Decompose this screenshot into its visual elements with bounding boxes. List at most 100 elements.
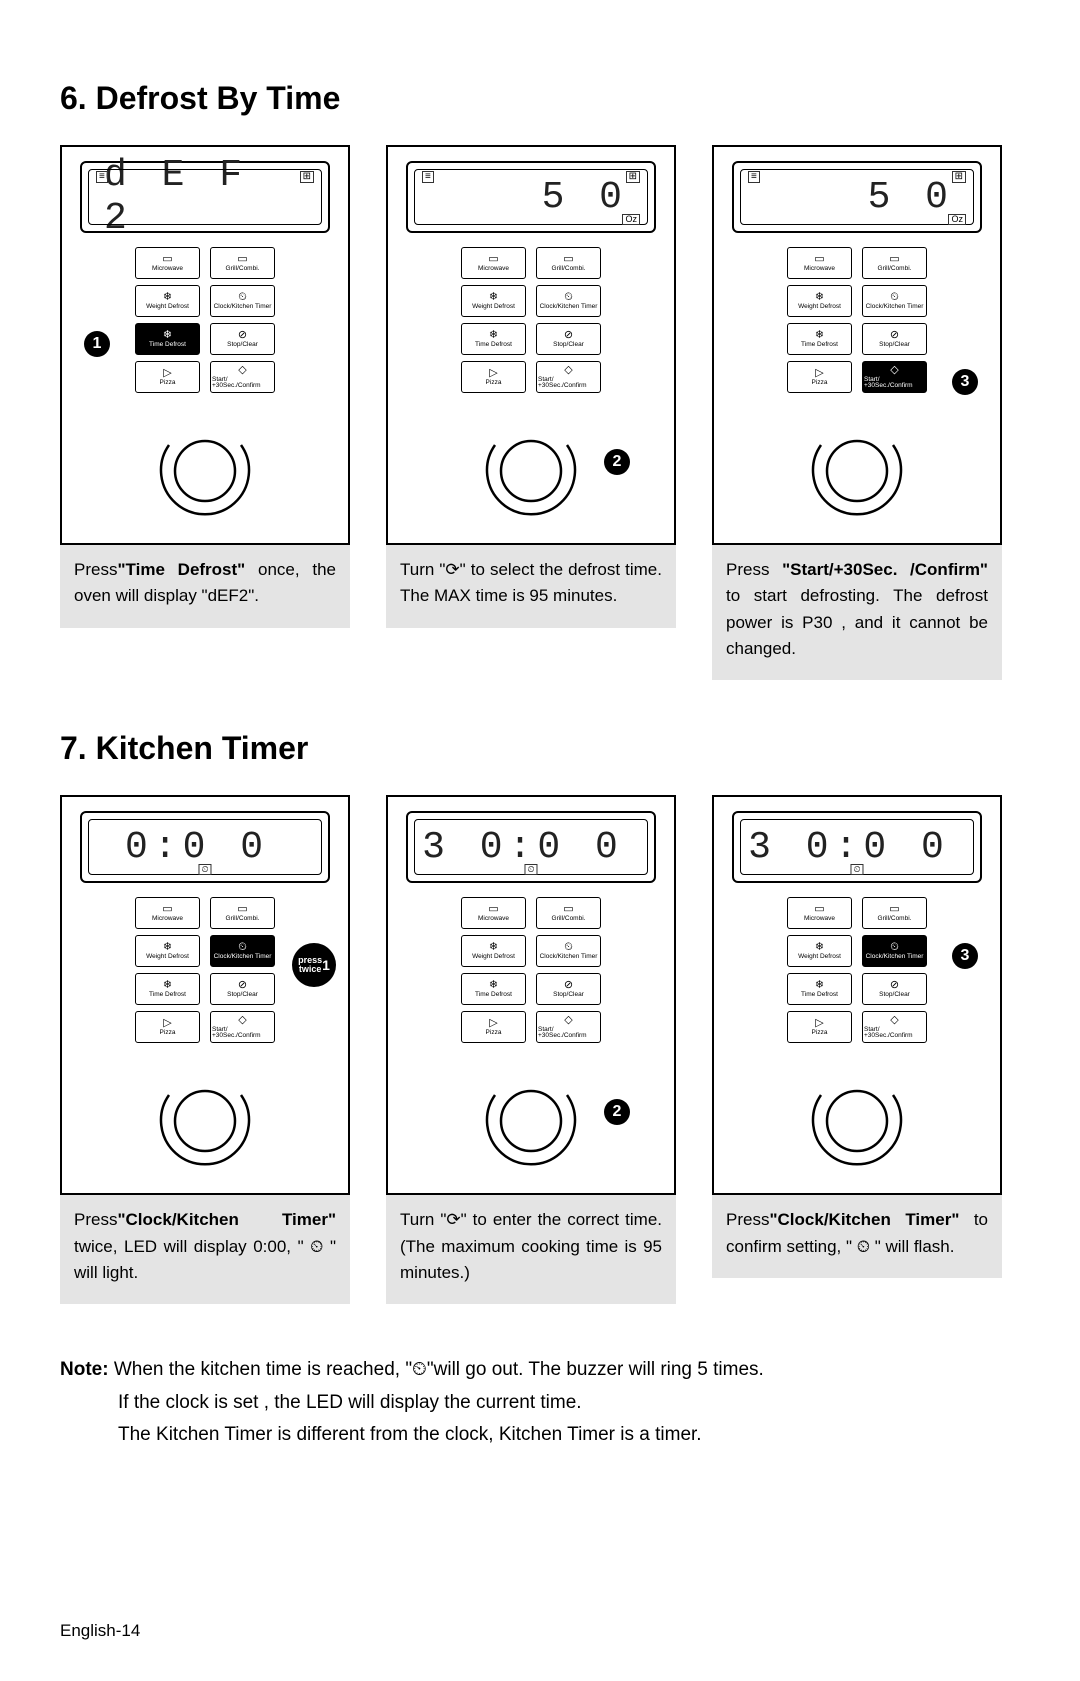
panel-button-pizza[interactable]: ▷Pizza	[461, 361, 526, 393]
panel-button-clock-kitchen-timer[interactable]: ⏲Clock/Kitchen Timer	[862, 285, 927, 317]
panel-button-time-defrost[interactable]: ❄Time Defrost	[461, 973, 526, 1005]
button-label: Start/ +30Sec./Confirm	[212, 377, 273, 390]
button-label: Pizza	[812, 380, 828, 387]
panel-button-weight-defrost[interactable]: ❄Weight Defrost	[135, 285, 200, 317]
panel-button-pizza[interactable]: ▷Pizza	[135, 1011, 200, 1043]
panel-button-start-sec-confirm[interactable]: ◇Start/ +30Sec./Confirm	[862, 1011, 927, 1043]
panel-button-grill-combi-[interactable]: ▭Grill/Combi.	[536, 247, 601, 279]
panel-button-microwave[interactable]: ▭Microwave	[787, 247, 852, 279]
panel-button-pizza[interactable]: ▷Pizza	[787, 1011, 852, 1043]
rotary-dial[interactable]	[153, 1065, 257, 1169]
button-icon: ▭	[488, 904, 498, 915]
lcd-icon-right: ⊞	[952, 171, 966, 183]
panel-button-stop-clear[interactable]: ⊘Stop/Clear	[210, 323, 275, 355]
panel-button-grill-combi-[interactable]: ▭Grill/Combi.	[862, 247, 927, 279]
button-icon: ⏲	[238, 292, 247, 303]
panel-button-stop-clear[interactable]: ⊘Stop/Clear	[862, 973, 927, 1005]
rotary-dial[interactable]	[479, 1065, 583, 1169]
panel-button-weight-defrost[interactable]: ❄Weight Defrost	[461, 285, 526, 317]
panel-button-clock-kitchen-timer[interactable]: ⏲Clock/Kitchen Timer	[536, 935, 601, 967]
lcd-display: ≡⊞5 0Oz	[406, 161, 656, 233]
button-label: Clock/Kitchen Timer	[540, 304, 598, 311]
section6-title: 6. Defrost By Time	[60, 80, 1020, 117]
button-label: Clock/Kitchen Timer	[866, 304, 924, 311]
panel-button-start-sec-confirm[interactable]: ◇Start/ +30Sec./Confirm	[862, 361, 927, 393]
panel-button-stop-clear[interactable]: ⊘Stop/Clear	[536, 973, 601, 1005]
button-icon: ◇	[890, 1015, 898, 1026]
button-icon: ⊘	[890, 330, 899, 341]
button-icon: ❄	[163, 292, 172, 303]
button-label: Microwave	[804, 266, 835, 273]
button-label: Weight Defrost	[798, 304, 841, 311]
rotary-dial[interactable]	[805, 415, 909, 519]
step-caption: Press"Clock/Kitchen Timer" twice, LED wi…	[60, 1195, 350, 1304]
panel-button-start-sec-confirm[interactable]: ◇Start/ +30Sec./Confirm	[536, 361, 601, 393]
button-label: Weight Defrost	[146, 954, 189, 961]
rotary-dial[interactable]	[479, 415, 583, 519]
button-icon: ❄	[815, 942, 824, 953]
button-icon: ⊘	[564, 980, 573, 991]
lcd-icon-left: ≡	[748, 171, 760, 183]
panel-button-microwave[interactable]: ▭Microwave	[461, 897, 526, 929]
panel-button-time-defrost[interactable]: ❄Time Defrost	[135, 973, 200, 1005]
panel-button-start-sec-confirm[interactable]: ◇Start/ +30Sec./Confirm	[210, 1011, 275, 1043]
rotary-dial[interactable]	[805, 1065, 909, 1169]
panel-button-pizza[interactable]: ▷Pizza	[461, 1011, 526, 1043]
panel-button-weight-defrost[interactable]: ❄Weight Defrost	[787, 285, 852, 317]
panel-button-stop-clear[interactable]: ⊘Stop/Clear	[210, 973, 275, 1005]
panel-button-weight-defrost[interactable]: ❄Weight Defrost	[135, 935, 200, 967]
button-icon: ▭	[162, 904, 172, 915]
step-caption: Turn "⟳" to select the defrost time. The…	[386, 545, 676, 628]
panel-button-clock-kitchen-timer[interactable]: ⏲Clock/Kitchen Timer	[210, 285, 275, 317]
panel-button-microwave[interactable]: ▭Microwave	[135, 897, 200, 929]
panel-button-clock-kitchen-timer[interactable]: ⏲Clock/Kitchen Timer	[210, 935, 275, 967]
button-icon: ◇	[564, 1015, 572, 1026]
button-icon: ▷	[163, 368, 171, 379]
panel-button-time-defrost[interactable]: ❄Time Defrost	[787, 973, 852, 1005]
panel-column: 3 0:0 0⏲ ▭Microwave ▭Grill/Combi. ❄Weight D…	[386, 795, 676, 1304]
panel-button-start-sec-confirm[interactable]: ◇Start/ +30Sec./Confirm	[536, 1011, 601, 1043]
panel-button-clock-kitchen-timer[interactable]: ⏲Clock/Kitchen Timer	[536, 285, 601, 317]
panel-button-time-defrost[interactable]: ❄Time Defrost	[787, 323, 852, 355]
panel-button-microwave[interactable]: ▭Microwave	[787, 897, 852, 929]
panel-button-clock-kitchen-timer[interactable]: ⏲Clock/Kitchen Timer	[862, 935, 927, 967]
panel-button-start-sec-confirm[interactable]: ◇Start/ +30Sec./Confirm	[210, 361, 275, 393]
button-label: Microwave	[152, 266, 183, 273]
button-icon: ▭	[889, 904, 899, 915]
panel-button-weight-defrost[interactable]: ❄Weight Defrost	[461, 935, 526, 967]
button-label: Start/ +30Sec./Confirm	[864, 1027, 925, 1040]
section7-title: 7. Kitchen Timer	[60, 730, 1020, 767]
button-grid: ▭Microwave ▭Grill/Combi. ❄Weight Defrost ⏲C…	[787, 897, 927, 1043]
lcd-icon-left: ≡	[422, 171, 434, 183]
button-label: Clock/Kitchen Timer	[540, 954, 598, 961]
panel-button-grill-combi-[interactable]: ▭Grill/Combi.	[210, 897, 275, 929]
note-label: Note:	[60, 1359, 109, 1380]
panel-button-pizza[interactable]: ▷Pizza	[787, 361, 852, 393]
panel-button-grill-combi-[interactable]: ▭Grill/Combi.	[210, 247, 275, 279]
rotary-dial[interactable]	[153, 415, 257, 519]
button-label: Time Defrost	[149, 992, 186, 999]
panel-button-stop-clear[interactable]: ⊘Stop/Clear	[536, 323, 601, 355]
button-icon: ◇	[890, 365, 898, 376]
panel-button-grill-combi-[interactable]: ▭Grill/Combi.	[862, 897, 927, 929]
panel-button-microwave[interactable]: ▭Microwave	[135, 247, 200, 279]
button-icon: ❄	[163, 942, 172, 953]
panel-button-time-defrost[interactable]: ❄Time Defrost	[461, 323, 526, 355]
panel-button-microwave[interactable]: ▭Microwave	[461, 247, 526, 279]
lcd-display: 3 0:0 0⏲	[406, 811, 656, 883]
button-grid: ▭Microwave ▭Grill/Combi. ❄Weight Defrost ⏲C…	[135, 897, 275, 1043]
button-label: Start/ +30Sec./Confirm	[212, 1027, 273, 1040]
panel-button-stop-clear[interactable]: ⊘Stop/Clear	[862, 323, 927, 355]
button-label: Pizza	[160, 1030, 176, 1037]
button-icon: ❄	[489, 980, 498, 991]
button-label: Microwave	[478, 916, 509, 923]
panel-button-pizza[interactable]: ▷Pizza	[135, 361, 200, 393]
panel-button-grill-combi-[interactable]: ▭Grill/Combi.	[536, 897, 601, 929]
note-block: Note: When the kitchen time is reached, …	[60, 1354, 1020, 1451]
button-icon: ▷	[489, 1018, 497, 1029]
panel-button-time-defrost[interactable]: ❄Time Defrost	[135, 323, 200, 355]
button-grid: ▭Microwave ▭Grill/Combi. ❄Weight Defrost ⏲C…	[461, 897, 601, 1043]
panel-button-weight-defrost[interactable]: ❄Weight Defrost	[787, 935, 852, 967]
button-label: Weight Defrost	[146, 304, 189, 311]
lcd-icon-right: ⊞	[626, 171, 640, 183]
